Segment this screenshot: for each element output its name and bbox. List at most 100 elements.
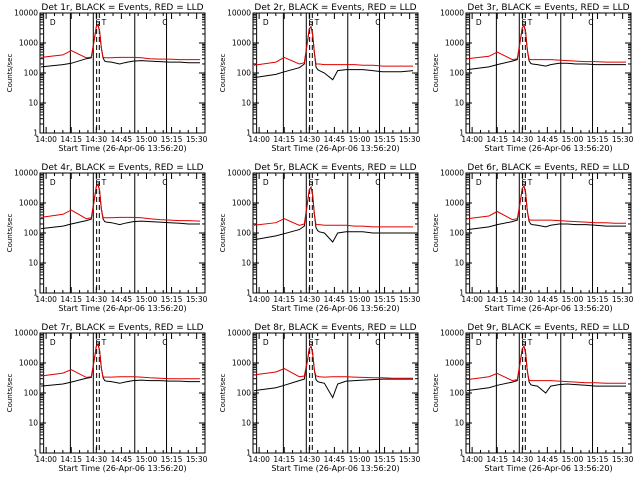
event-marker-label: D xyxy=(476,18,482,27)
y-tick-label: 1000 xyxy=(19,359,38,368)
x-tick-label: 15:15 xyxy=(374,135,396,144)
events-series-line xyxy=(41,342,200,387)
event-marker-label: S xyxy=(96,178,101,187)
x-tick-label: 14:45 xyxy=(324,135,346,144)
x-tick-label: 14:30 xyxy=(511,455,533,464)
plot-panel-6: Det 6r, BLACK = Events, RED = LLD 1 10 100 1… xyxy=(432,163,634,313)
y-tick-label: 1000 xyxy=(232,39,251,48)
x-tick-label: 15:15 xyxy=(161,135,183,144)
x-tick-label: 15:30 xyxy=(399,135,421,144)
y-tick-label: 100 xyxy=(237,69,252,78)
y-tick-label: 1 xyxy=(459,129,464,138)
y-tick-label: 100 xyxy=(24,69,39,78)
events-series-line xyxy=(254,345,413,399)
x-tick-label: 15:30 xyxy=(186,455,208,464)
x-tick-label: 14:30 xyxy=(298,455,320,464)
event-marker-label: C xyxy=(375,18,380,27)
y-tick-label: 100 xyxy=(24,389,39,398)
x-tick-label: 14:45 xyxy=(111,135,133,144)
lld-series-line xyxy=(467,24,626,63)
y-tick-label: 1 xyxy=(33,449,38,458)
plot-panel-1: Det 1r, BLACK = Events, RED = LLD 1 10 100 1… xyxy=(6,3,208,153)
plot-panel-3: Det 3r, BLACK = Events, RED = LLD 1 10 100 1… xyxy=(432,3,634,153)
y-tick-label: 10000 xyxy=(227,329,251,338)
y-tick-label: 10000 xyxy=(227,9,251,18)
events-series-line xyxy=(467,184,626,231)
x-tick-label: 15:00 xyxy=(562,295,584,304)
y-tick-label: 1 xyxy=(459,449,464,458)
y-tick-label: 10000 xyxy=(227,169,251,178)
events-series-line xyxy=(254,25,414,81)
plot-panel-7: Det 7r, BLACK = Events, RED = LLD 1 10 100 1… xyxy=(6,323,208,473)
lld-series-line xyxy=(254,185,413,228)
y-tick-label: 100 xyxy=(450,389,465,398)
x-tick-label: 15:00 xyxy=(349,135,371,144)
plot-title: Det 1r, BLACK = Events, RED = LLD xyxy=(41,3,203,13)
y-tick-label: 10 xyxy=(28,419,38,428)
y-tick-label: 10 xyxy=(28,259,38,268)
event-marker-label: S xyxy=(309,178,314,187)
x-axis-label: Start Time (26-Apr-06 13:56:20) xyxy=(58,304,186,313)
x-axis-label: Start Time (26-Apr-06 13:56:20) xyxy=(271,464,399,473)
plot-panel-4: Det 4r, BLACK = Events, RED = LLD 1 10 100 1… xyxy=(6,163,208,313)
y-tick-label: 10 xyxy=(241,99,251,108)
x-axis-label: Start Time (26-Apr-06 13:56:20) xyxy=(58,144,186,153)
y-axis-label: Counts/sec xyxy=(219,214,227,253)
x-tick-label: 15:15 xyxy=(587,295,609,304)
x-tick-label: 14:00 xyxy=(35,455,57,464)
y-axis-label: Counts/sec xyxy=(432,54,440,93)
x-tick-label: 14:15 xyxy=(486,135,508,144)
x-tick-label: 15:15 xyxy=(587,455,609,464)
event-marker-label: T xyxy=(314,338,320,347)
x-axis-label: Start Time (26-Apr-06 13:56:20) xyxy=(484,304,612,313)
y-tick-label: 1 xyxy=(246,449,251,458)
x-tick-label: 14:15 xyxy=(60,455,82,464)
event-marker-label: C xyxy=(162,18,167,27)
y-tick-label: 10000 xyxy=(440,329,464,338)
lld-series-line xyxy=(254,345,413,379)
plot-frame xyxy=(465,12,632,134)
x-tick-label: 15:30 xyxy=(399,295,421,304)
y-tick-label: 1000 xyxy=(19,199,38,208)
x-axis-label: Start Time (26-Apr-06 13:56:20) xyxy=(271,304,399,313)
event-marker-label: S xyxy=(522,178,527,187)
y-tick-label: 10000 xyxy=(14,9,38,18)
y-tick-label: 100 xyxy=(237,389,252,398)
plot-frame xyxy=(465,332,632,454)
event-marker-label: S xyxy=(96,18,101,27)
lld-series-line xyxy=(41,183,201,222)
x-tick-label: 14:00 xyxy=(461,295,483,304)
x-axis-label: Start Time (26-Apr-06 13:56:20) xyxy=(58,464,186,473)
event-marker-label: T xyxy=(527,338,533,347)
events-series-line xyxy=(41,23,200,68)
plot-panel-9: Det 9r, BLACK = Events, RED = LLD 1 10 100 1… xyxy=(432,323,634,473)
y-tick-label: 1 xyxy=(33,129,38,138)
x-tick-label: 14:45 xyxy=(537,455,559,464)
x-tick-label: 15:00 xyxy=(136,295,158,304)
y-tick-label: 1 xyxy=(33,289,38,298)
x-tick-label: 14:30 xyxy=(85,455,107,464)
x-axis-label: Start Time (26-Apr-06 13:56:20) xyxy=(484,464,612,473)
x-tick-label: 14:00 xyxy=(248,455,270,464)
x-tick-label: 14:30 xyxy=(511,135,533,144)
plot-title: Det 9r, BLACK = Events, RED = LLD xyxy=(467,323,629,333)
event-marker-label: T xyxy=(101,178,107,187)
x-tick-label: 14:00 xyxy=(461,455,483,464)
y-tick-label: 1000 xyxy=(232,359,251,368)
y-axis-label: Counts/sec xyxy=(6,214,14,253)
plot-panel-2: Det 2r, BLACK = Events, RED = LLD 1 10 100 1… xyxy=(219,3,421,153)
plot-frame xyxy=(252,332,419,454)
y-tick-label: 10 xyxy=(454,99,464,108)
x-tick-label: 15:15 xyxy=(587,135,609,144)
x-tick-label: 15:00 xyxy=(562,455,584,464)
y-tick-label: 1000 xyxy=(445,199,464,208)
x-tick-label: 14:00 xyxy=(248,135,270,144)
x-tick-label: 15:15 xyxy=(161,295,183,304)
event-marker-label: T xyxy=(101,338,107,347)
event-marker-label: C xyxy=(162,178,167,187)
events-series-line xyxy=(254,185,413,243)
x-tick-label: 15:30 xyxy=(186,295,208,304)
x-tick-label: 15:00 xyxy=(562,135,584,144)
x-tick-label: 15:00 xyxy=(349,295,371,304)
x-tick-label: 15:00 xyxy=(349,455,371,464)
